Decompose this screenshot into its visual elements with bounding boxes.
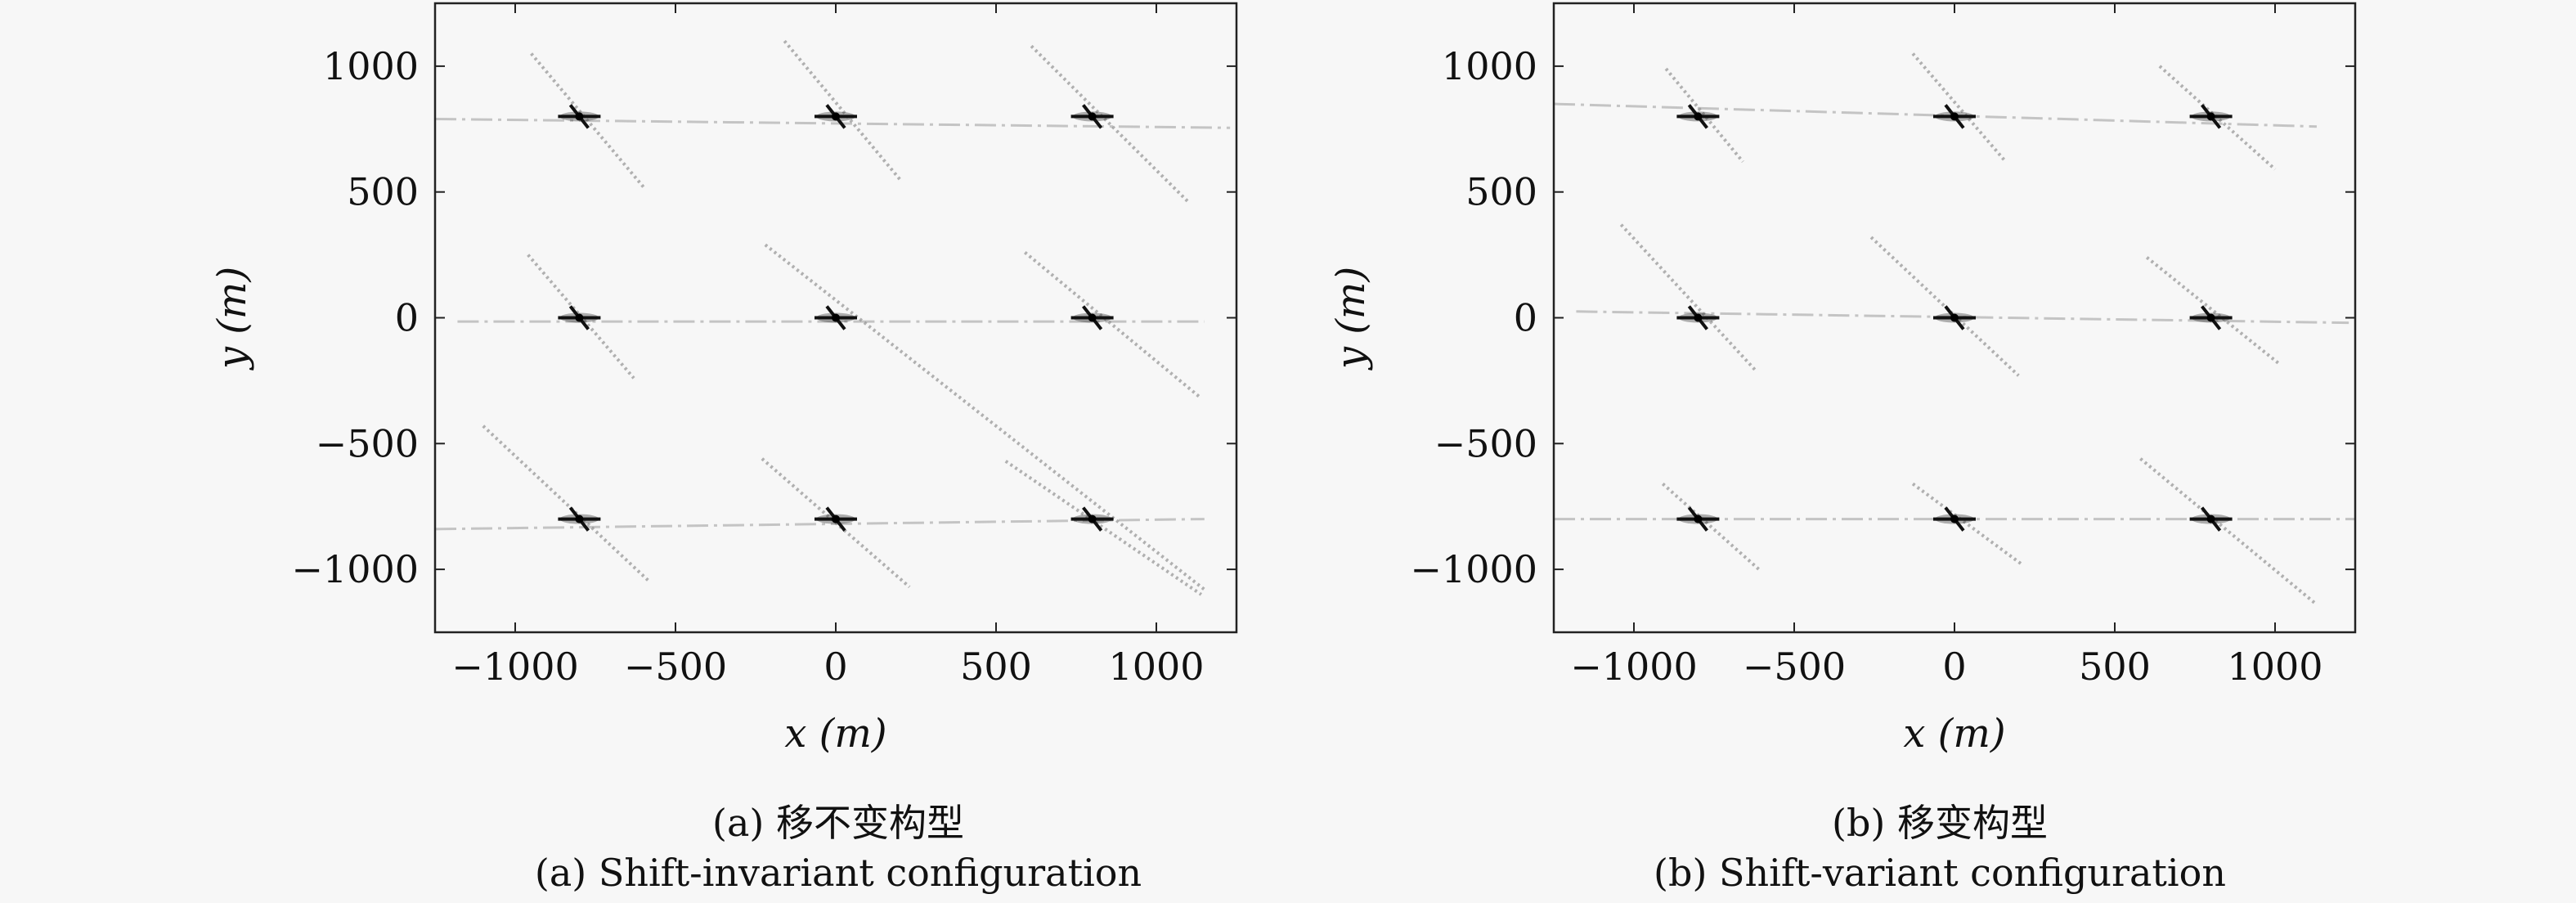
y-tick-label: 0 [1514,296,1537,340]
y-tick-label: 0 [395,296,419,340]
point-target [1676,305,1720,330]
target-core [575,112,584,121]
caption-b-chinese: (b) 移变构型 [1832,801,2048,845]
point-target [1070,305,1114,330]
point-target [558,104,601,129]
target-core [1694,112,1703,121]
target-core [1694,514,1703,523]
y-tick-label: −1000 [1410,547,1537,591]
point-target [1676,506,1720,532]
point-target [815,305,857,330]
sidelobe-diagonal [1030,44,1190,204]
y-tick-label: −1000 [291,547,419,591]
y-tick-label: 500 [347,170,419,214]
y-axis-label: y (m) [209,267,255,371]
target-core [832,313,840,322]
x-tick-label: 0 [1942,645,1966,689]
caption-a-chinese: (a) 移不变构型 [712,801,964,845]
sidelobe-diagonal [1911,52,2008,164]
point-target [1676,104,1720,129]
x-tick-label: −500 [1743,645,1846,689]
target-core [1950,514,1959,523]
sidelobe-horizontal [434,518,1205,531]
target-core [1694,313,1703,322]
point-target [1933,506,1976,532]
point-target [558,506,601,532]
target-core [2206,313,2215,322]
sidelobe-horizontal [1553,102,2318,128]
target-core [2206,112,2215,121]
x-axis-label: x (m) [784,711,886,757]
target-core [2206,514,2215,523]
y-tick-label: −500 [316,421,419,465]
y-axis-label: y (m) [1328,267,1374,371]
point-target [2189,104,2233,129]
sidelobe-diagonal [764,243,1206,591]
sidelobe-diagonal [1661,483,1761,571]
target-core [1950,112,1959,121]
sidelobe-diagonal [783,39,901,181]
point-target [1070,506,1114,532]
sidelobe-diagonal [1619,223,1757,372]
target-core [1088,112,1097,121]
x-tick-label: 0 [824,645,847,689]
point-target [815,506,857,532]
point-target [2189,305,2233,330]
y-tick-label: 1000 [323,44,419,88]
point-target [558,305,601,330]
sidelobe-diagonal [2139,457,2318,606]
x-tick-label: 1000 [1108,645,1204,689]
target-core [575,313,584,322]
chart-panel-a: −1000 −500 0 500 1000 −1000 −500 0 500 1000 x (m) y… [209,2,1238,757]
y-tick-label: 500 [1465,170,1537,214]
caption-a-english: (a) Shift-invariant configuration [534,851,1142,895]
point-target [2189,506,2233,532]
sidelobe-diagonal [482,425,652,583]
sidelobe-horizontal [434,117,1231,129]
point-target [1070,104,1114,129]
target-core [1088,313,1097,322]
y-tick-label: 1000 [1442,44,1537,88]
target-core [1088,514,1097,523]
point-target [1933,104,1976,129]
target-core [575,514,584,523]
x-tick-label: −1000 [1570,645,1698,689]
x-tick-label: 500 [960,645,1032,689]
caption-b-english: (b) Shift-variant configuration [1654,851,2226,895]
sidelobe-diagonal [530,52,645,188]
y-tick-label: −500 [1434,421,1537,465]
x-tick-label: 500 [2079,645,2151,689]
target-core [1950,313,1959,322]
x-tick-label: −500 [624,645,727,689]
point-target [815,104,857,129]
sidelobe-diagonal [1024,250,1203,400]
chart-panel-b: −1000 −500 0 500 1000 −1000 −500 0 500 1000 x (m) y… [1328,2,2357,757]
x-tick-label: −1000 [451,645,579,689]
target-core [832,112,840,121]
target-core [832,514,840,523]
x-tick-label: 1000 [2227,645,2322,689]
x-axis-label: x (m) [1903,711,2005,757]
point-target [1933,305,1976,330]
